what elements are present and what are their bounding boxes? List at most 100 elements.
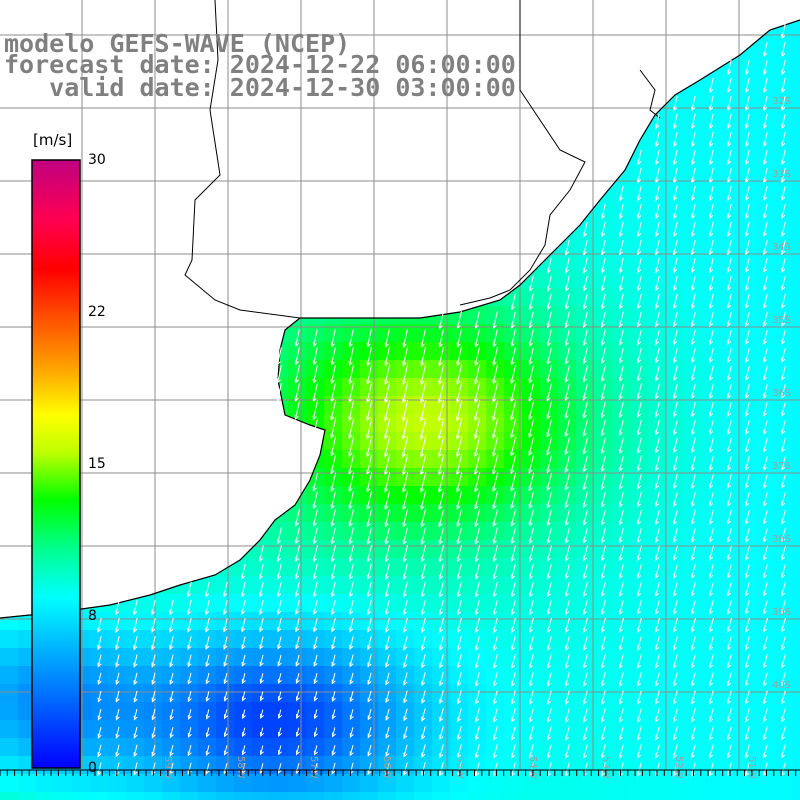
wind-arrow bbox=[402, 545, 408, 563]
wind-arrow bbox=[583, 635, 588, 652]
wind-cell bbox=[234, 684, 253, 703]
wind-cell bbox=[324, 702, 343, 721]
wind-cell bbox=[198, 684, 217, 703]
wind-arrow bbox=[690, 743, 697, 759]
wind-cell bbox=[594, 720, 613, 739]
wind-cell bbox=[396, 702, 415, 721]
wind-cell bbox=[792, 504, 800, 523]
wind-arrow bbox=[438, 527, 445, 545]
wind-cell bbox=[414, 540, 433, 559]
wind-cell bbox=[432, 738, 451, 757]
wind-cell bbox=[540, 648, 559, 667]
wind-cell bbox=[720, 702, 739, 721]
wind-cell bbox=[792, 306, 800, 325]
wind-cell bbox=[270, 594, 289, 613]
wind-arrow bbox=[457, 617, 462, 634]
wind-cell bbox=[504, 540, 523, 559]
wind-cell bbox=[180, 666, 199, 685]
wind-arrow bbox=[402, 417, 409, 440]
wind-cell bbox=[648, 630, 667, 649]
wind-arrow bbox=[421, 690, 426, 704]
wind-arrow bbox=[546, 563, 552, 580]
wind-cell bbox=[306, 594, 325, 613]
wind-cell bbox=[576, 558, 595, 577]
wind-arrow bbox=[421, 762, 426, 777]
wind-arrow bbox=[763, 239, 768, 256]
latitude-label: 38S bbox=[772, 534, 791, 545]
wind-arrow bbox=[600, 401, 606, 419]
wind-arrow bbox=[438, 346, 445, 367]
wind-cell bbox=[558, 702, 577, 721]
wind-arrow bbox=[205, 709, 210, 720]
wind-cell bbox=[774, 630, 793, 649]
wind-arrow bbox=[456, 436, 463, 458]
wind-cell bbox=[774, 450, 793, 469]
wind-arrow bbox=[601, 257, 606, 274]
wind-cell bbox=[774, 594, 793, 613]
wind-cell bbox=[270, 666, 289, 685]
wind-arrow bbox=[745, 347, 750, 364]
wind-cell bbox=[558, 792, 577, 800]
wind-arrow bbox=[781, 600, 786, 615]
wind-arrow bbox=[745, 437, 750, 453]
wind-cell bbox=[792, 198, 800, 217]
wind-arrow bbox=[366, 545, 372, 563]
wind-cell bbox=[702, 270, 721, 289]
wind-cell bbox=[342, 594, 361, 613]
wind-cell bbox=[630, 324, 649, 343]
wind-arrow bbox=[259, 654, 264, 667]
wind-cell bbox=[792, 432, 800, 451]
wind-arrow bbox=[564, 329, 570, 347]
wind-cell bbox=[648, 432, 667, 451]
wind-cell bbox=[162, 702, 181, 721]
wind-arrow bbox=[312, 364, 318, 385]
wind-arrow bbox=[637, 491, 642, 508]
wind-cell bbox=[522, 666, 541, 685]
wind-arrow bbox=[276, 364, 282, 384]
wind-cell bbox=[450, 702, 469, 721]
wind-arrow bbox=[637, 311, 642, 328]
wind-cell bbox=[414, 792, 433, 800]
wind-cell bbox=[288, 792, 307, 800]
wind-cell bbox=[486, 414, 505, 433]
wind-cell bbox=[738, 198, 757, 217]
wind-cell bbox=[396, 738, 415, 757]
wind-arrow bbox=[583, 617, 588, 634]
wind-cell bbox=[702, 108, 721, 127]
wind-cell bbox=[702, 126, 721, 145]
wind-arrow bbox=[655, 491, 660, 508]
wind-arrow bbox=[673, 527, 678, 544]
wind-arrow bbox=[330, 490, 337, 510]
wind-arrow bbox=[763, 311, 768, 327]
wind-arrow bbox=[601, 581, 606, 598]
wind-cell bbox=[594, 486, 613, 505]
wind-arrow bbox=[474, 563, 480, 580]
wind-arrow bbox=[763, 275, 768, 291]
wind-cell bbox=[594, 738, 613, 757]
wind-arrow bbox=[277, 618, 282, 633]
wind-arrow bbox=[762, 762, 769, 777]
wind-arrow bbox=[456, 563, 462, 581]
wind-cell bbox=[594, 594, 613, 613]
wind-cell bbox=[270, 522, 289, 541]
wind-cell bbox=[774, 162, 793, 181]
wind-arrow bbox=[601, 203, 606, 220]
wind-cell bbox=[180, 630, 199, 649]
wind-arrow bbox=[528, 472, 535, 492]
wind-arrow bbox=[655, 311, 660, 328]
wind-cell bbox=[774, 612, 793, 631]
wind-cell bbox=[450, 684, 469, 703]
wind-cell bbox=[792, 18, 800, 37]
wind-cell bbox=[666, 216, 685, 235]
wind-arrow bbox=[295, 581, 300, 598]
wind-cell bbox=[252, 594, 271, 613]
wind-cell bbox=[774, 684, 793, 703]
wind-cell bbox=[720, 234, 739, 253]
wind-arrow bbox=[673, 617, 678, 633]
wind-cell bbox=[396, 504, 415, 523]
wind-cell bbox=[594, 252, 613, 271]
wind-cell bbox=[216, 792, 235, 800]
wind-cell bbox=[324, 378, 343, 397]
wind-cell bbox=[342, 360, 361, 379]
